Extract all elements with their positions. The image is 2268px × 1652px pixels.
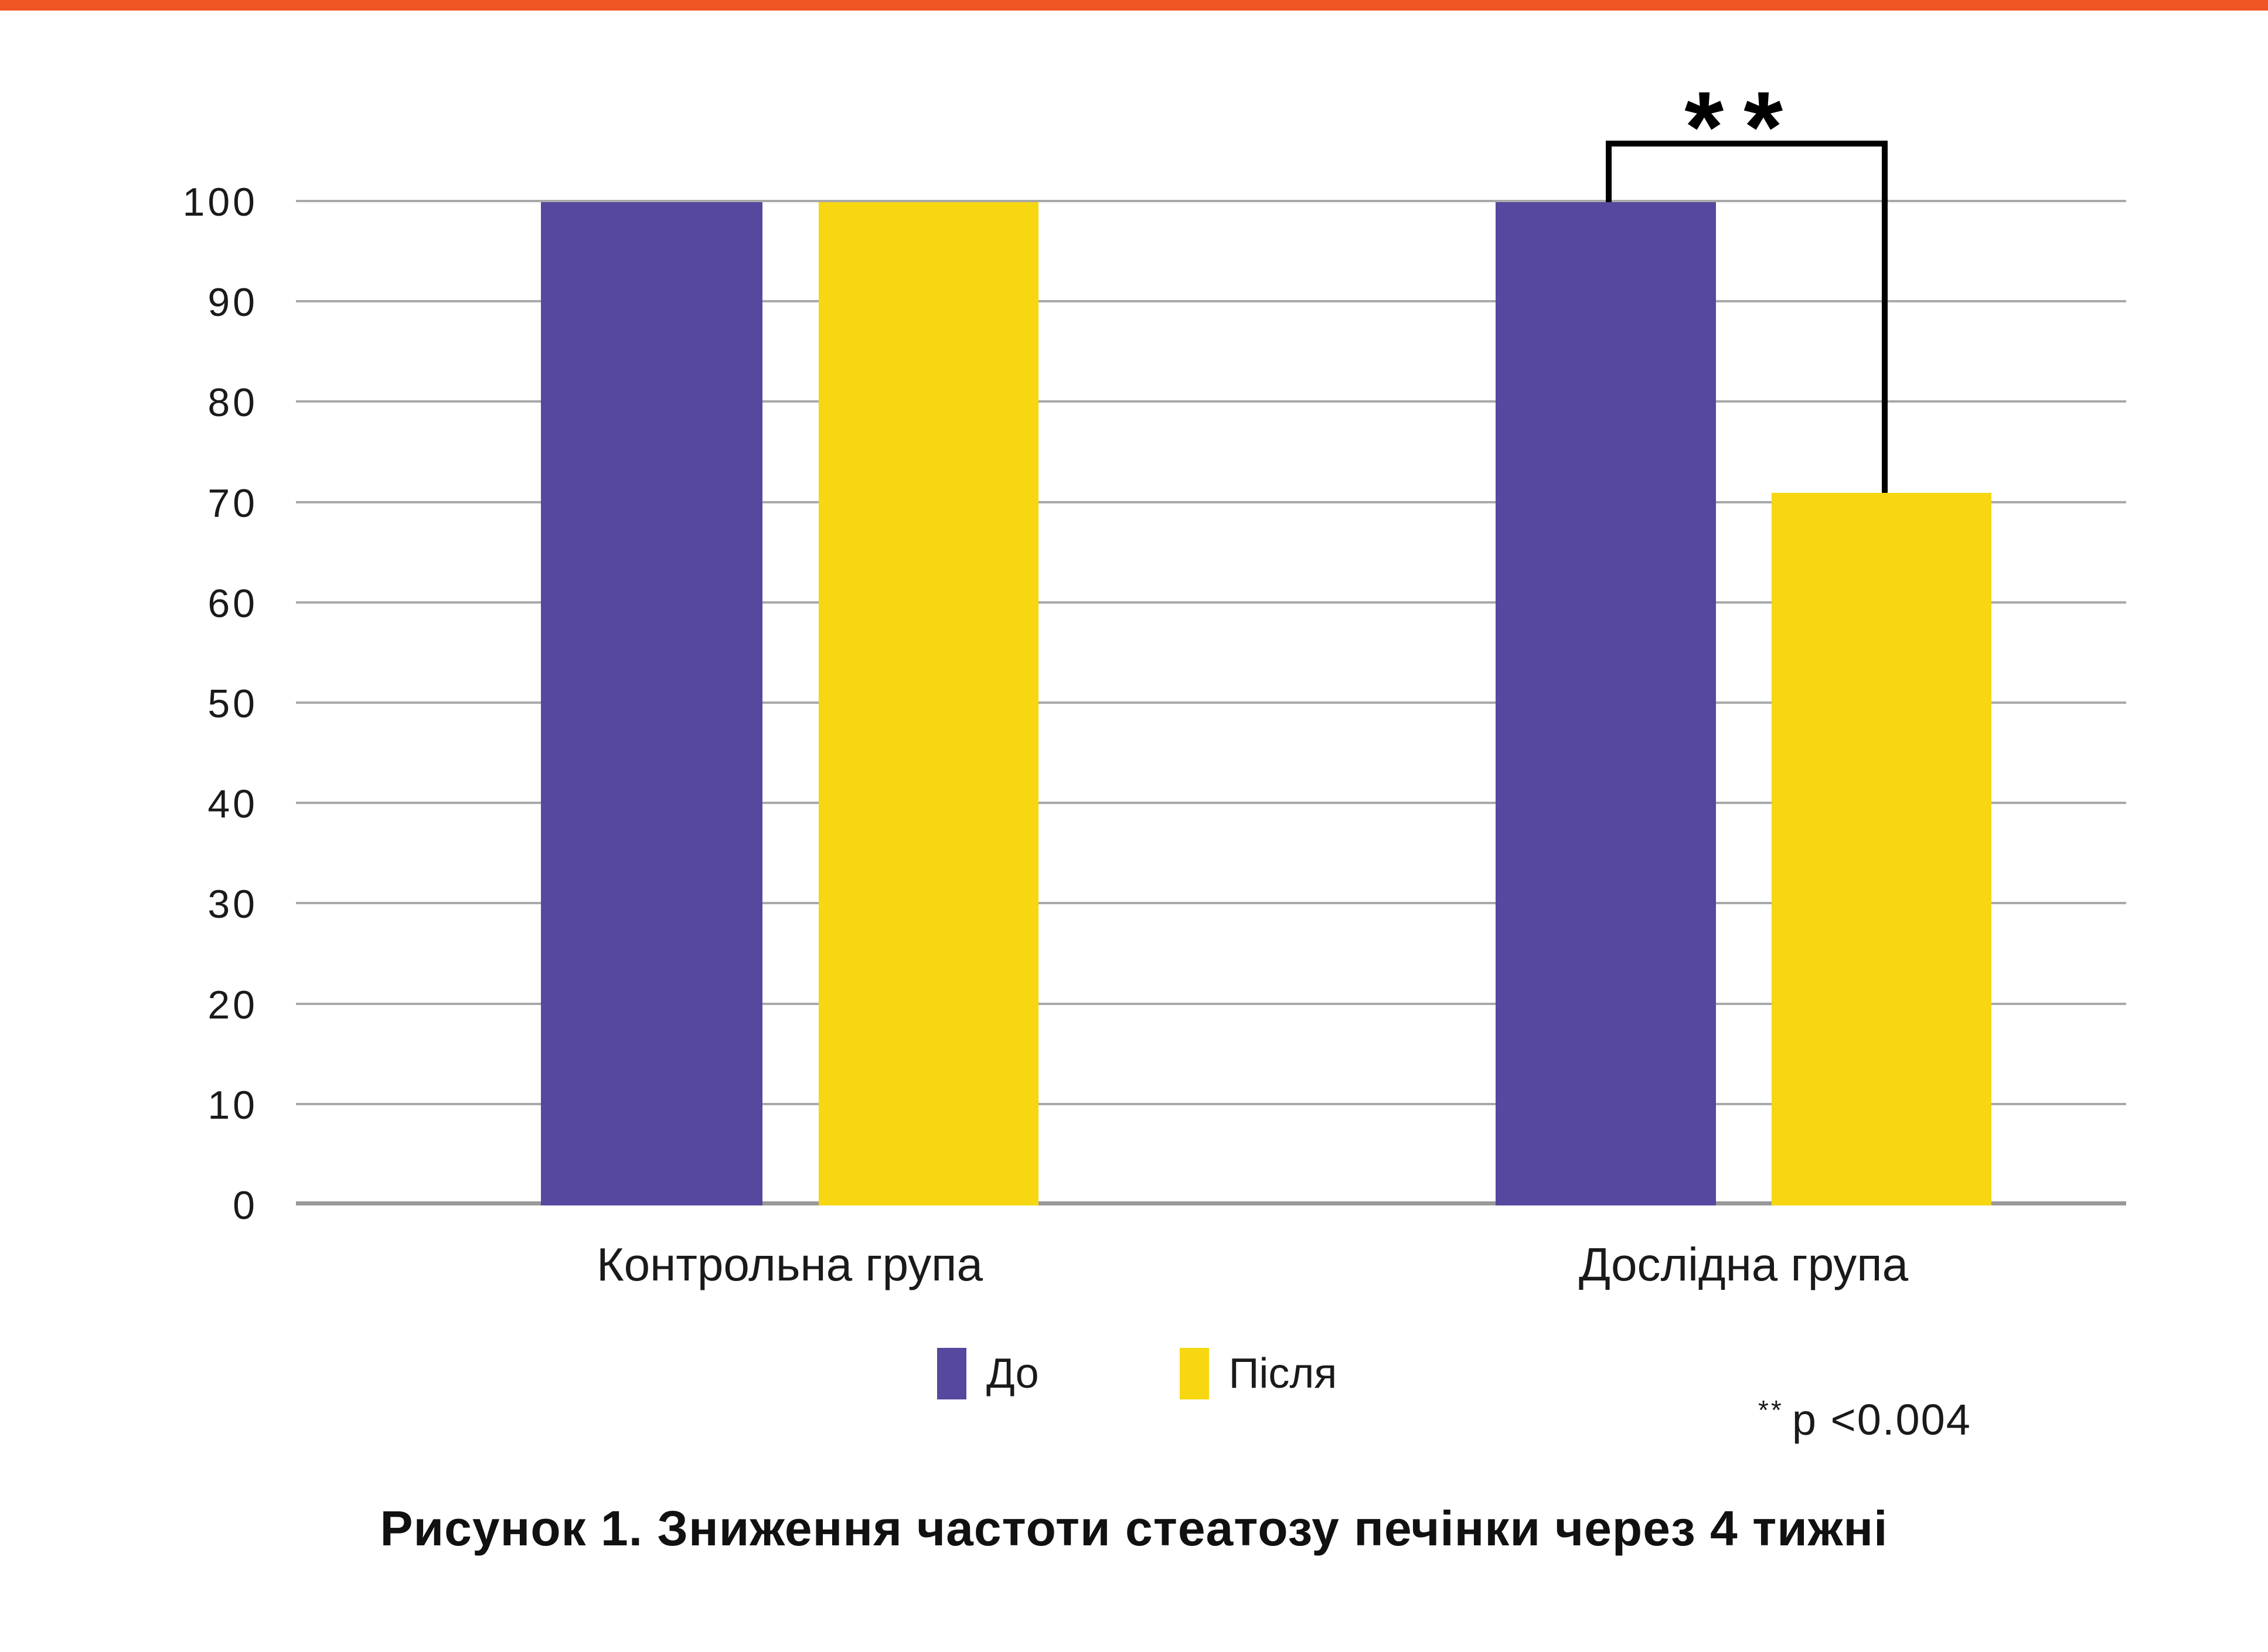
p-value-stars: ** [1758, 1395, 1784, 1425]
bracket-horizontal [1606, 141, 1888, 147]
plot-area [296, 200, 2126, 1205]
legend-swatch [1179, 1348, 1209, 1399]
bar-Після-Контрольна група [819, 202, 1038, 1205]
gridline [296, 902, 2126, 905]
legend-label: Після [1228, 1350, 1337, 1397]
legend: До Після [937, 1348, 1337, 1399]
y-axis-tick-label: 40 [207, 782, 258, 827]
p-value-text: p <0.004 [1792, 1395, 1971, 1444]
y-axis-tick-label: 60 [207, 581, 258, 626]
legend-item-Після: Після [1179, 1348, 1337, 1399]
y-axis-tick-label: 70 [207, 481, 258, 526]
y-axis-tick-label: 10 [207, 1082, 258, 1128]
legend-swatch [937, 1348, 966, 1399]
gridline [296, 400, 2126, 403]
gridline [296, 802, 2126, 805]
figure-caption: Рисунок 1. Зниження частоти стеатозу печ… [380, 1501, 1888, 1556]
bracket-right-leg [1881, 141, 1888, 493]
gridline [296, 1102, 2126, 1105]
significance-stars: ** [1684, 71, 1803, 183]
gridline [296, 601, 2126, 604]
gridline [296, 701, 2126, 704]
gridline [296, 300, 2126, 303]
bar-Після-Дослідна група [1772, 493, 1991, 1205]
y-axis-tick-label: 80 [207, 380, 258, 425]
bar-До-Дослідна група [1496, 202, 1716, 1205]
bar-До-Контрольна група [541, 202, 762, 1205]
x-axis-label: Дослідна група [1578, 1238, 1909, 1290]
gridline [296, 500, 2126, 503]
x-axis-label: Контрольна група [597, 1238, 983, 1290]
y-axis-tick-label: 50 [207, 682, 258, 726]
y-axis-tick-label: 30 [207, 882, 258, 927]
y-axis-tick-label: 20 [207, 982, 258, 1027]
y-axis-tick-label: 100 [182, 180, 258, 224]
gridline [296, 1002, 2126, 1005]
top-accent-line [0, 0, 2268, 11]
gridline [296, 200, 2126, 202]
y-axis-tick-label: 0 [233, 1183, 258, 1228]
y-axis-tick-label: 90 [207, 280, 258, 325]
legend-item-До: До [937, 1348, 1039, 1399]
legend-label: До [986, 1350, 1039, 1397]
x-axis-baseline [296, 1201, 2126, 1205]
bracket-left-leg [1606, 141, 1612, 202]
p-value-note: ** p <0.004 [1758, 1395, 1971, 1445]
